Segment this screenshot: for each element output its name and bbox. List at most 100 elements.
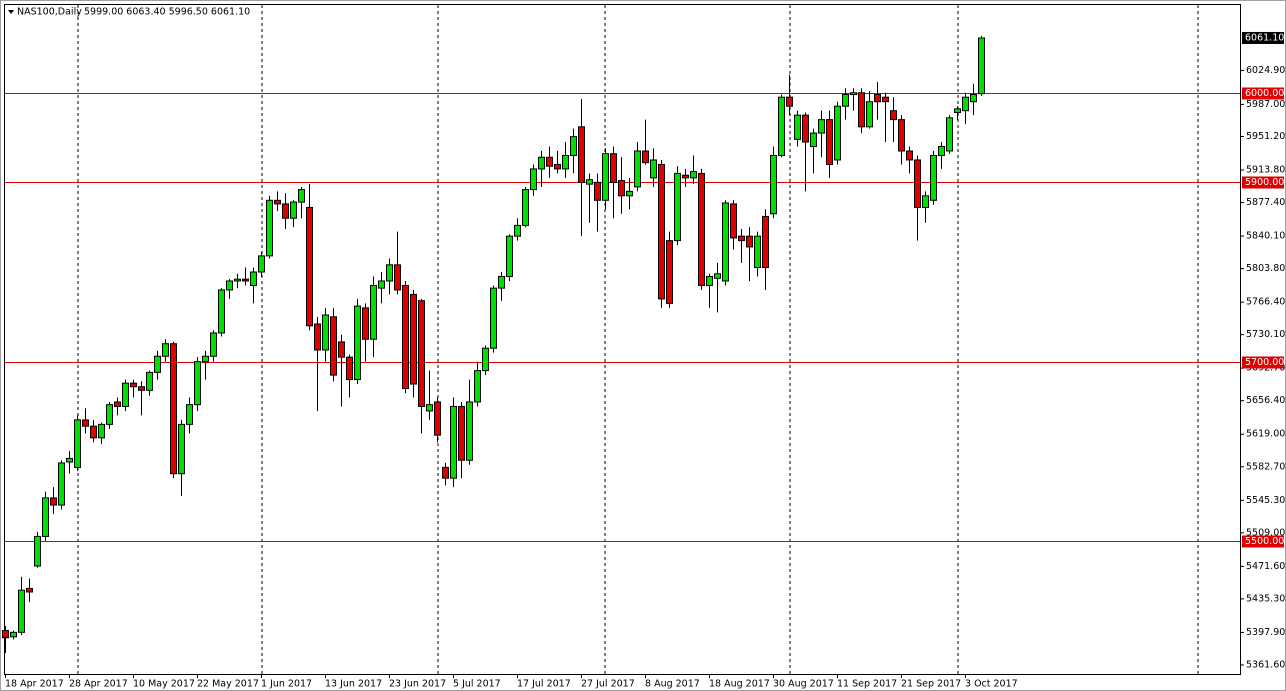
bearish-body (826, 119, 833, 165)
bearish-body (682, 174, 689, 179)
bullish-body (226, 280, 233, 291)
x-tick-label: 30 Aug 2017 (773, 679, 834, 690)
y-tick-label: 5951.20 (1246, 131, 1285, 142)
bullish-body (538, 156, 545, 170)
bearish-body (658, 163, 665, 300)
bearish-body (418, 300, 425, 407)
bullish-body (842, 94, 849, 107)
y-tick-label: 5730.10 (1246, 329, 1285, 340)
bearish-body (362, 307, 369, 340)
bullish-body (146, 371, 153, 391)
bearish-body (906, 150, 913, 161)
symbol: NAS100,Daily (17, 7, 82, 18)
bullish-body (570, 136, 577, 156)
y-tick-label: 5509.00 (1246, 527, 1285, 538)
y-tick-label: 5877.40 (1246, 197, 1285, 208)
bearish-body (410, 293, 417, 385)
bearish-body (890, 110, 897, 121)
bearish-body (578, 126, 585, 183)
y-tick-label: 5361.60 (1246, 659, 1285, 670)
ohlc: 5999.00 6063.40 5996.50 6061.10 (84, 7, 250, 18)
y-tick-label: 5545.30 (1246, 495, 1285, 506)
x-tick-label: 27 Jul 2017 (581, 679, 635, 690)
bullish-body (930, 154, 937, 201)
x-tick-label: 28 Apr 2017 (69, 679, 128, 690)
level-label: 5900.00 (1245, 177, 1284, 188)
y-tick-label: 5397.90 (1246, 627, 1285, 638)
bearish-body (2, 630, 9, 639)
menu-arrow[interactable] (8, 10, 14, 14)
level-label: 5500.00 (1245, 536, 1284, 547)
x-tick-label: 23 Jun 2017 (389, 679, 446, 690)
bullish-body (634, 150, 641, 188)
last-price-label: 6061.10 (1245, 32, 1284, 43)
y-tick-label: 5803.80 (1246, 263, 1285, 274)
bullish-body (722, 202, 729, 282)
last-price-box (1242, 31, 1284, 44)
bullish-body (34, 535, 41, 567)
y-tick-label: 6024.90 (1246, 65, 1285, 76)
bullish-body (18, 589, 25, 633)
y-tick-label: 5582.70 (1246, 461, 1285, 472)
x-tick-label: 5 Jul 2017 (453, 679, 501, 690)
bearish-body (402, 284, 409, 390)
bearish-body (394, 264, 401, 291)
bearish-body (762, 215, 769, 269)
bearish-body (346, 356, 353, 381)
bullish-body (250, 271, 257, 286)
bearish-body (442, 466, 449, 479)
bullish-body (922, 195, 929, 208)
x-tick-label: 18 Apr 2017 (5, 679, 64, 690)
x-tick-label: 11 Sep 2017 (837, 679, 897, 690)
bullish-body (522, 189, 529, 226)
bearish-body (898, 119, 905, 152)
y-tick-label: 5987.00 (1246, 99, 1285, 110)
bullish-body (490, 287, 497, 349)
bullish-body (202, 355, 209, 363)
bullish-body (474, 370, 481, 403)
bullish-body (866, 101, 873, 128)
bullish-body (690, 171, 697, 179)
bullish-body (466, 401, 473, 461)
bearish-body (114, 401, 121, 407)
y-tick-label: 5913.80 (1246, 165, 1285, 176)
bullish-body (834, 105, 841, 161)
bullish-body (58, 462, 65, 506)
bullish-body (778, 96, 785, 156)
x-tick-label: 22 May 2017 (197, 679, 259, 690)
x-tick-label: 21 Sep 2017 (901, 679, 961, 690)
bullish-body (354, 305, 361, 381)
level-label-box (1242, 176, 1284, 189)
bearish-body (546, 156, 553, 167)
bullish-body (754, 235, 761, 269)
y-tick-label: 5435.30 (1246, 593, 1285, 604)
bullish-body (810, 132, 817, 148)
bearish-body (458, 405, 465, 461)
bearish-body (738, 235, 745, 242)
bullish-body (850, 92, 857, 96)
bearish-body (282, 203, 289, 219)
bullish-body (218, 289, 225, 334)
bullish-body (482, 347, 489, 372)
x-tick-label: 8 Aug 2017 (645, 679, 700, 690)
bearish-body (874, 94, 881, 103)
bearish-body (610, 153, 617, 183)
bullish-body (962, 96, 969, 112)
x-tick-label: 17 Jul 2017 (517, 679, 571, 690)
x-tick-label: 18 Aug 2017 (709, 679, 770, 690)
bearish-body (314, 323, 321, 351)
bearish-body (130, 382, 137, 388)
bearish-body (82, 419, 89, 427)
x-tick-label: 13 Jun 2017 (325, 679, 382, 690)
bullish-body (322, 314, 329, 351)
bullish-body (106, 404, 113, 425)
level-label: 6000.00 (1245, 88, 1284, 99)
level-label-box (1242, 87, 1284, 100)
bearish-body (618, 180, 625, 197)
bearish-body (554, 163, 561, 170)
bullish-body (970, 94, 977, 103)
bullish-body (674, 172, 681, 242)
bullish-body (978, 37, 985, 95)
